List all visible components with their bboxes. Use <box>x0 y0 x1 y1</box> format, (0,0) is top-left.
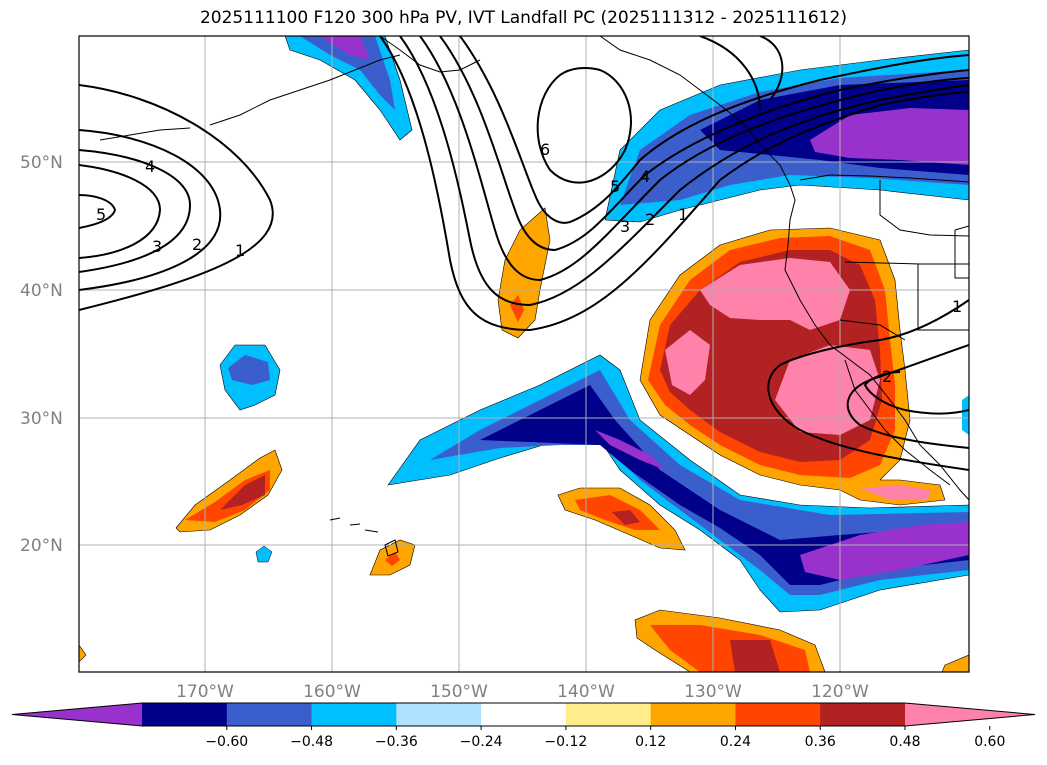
colorbar-tick-label: 0.60 <box>974 734 1005 750</box>
colorbar-outline <box>11 702 1036 727</box>
colorbar-segment <box>396 703 482 726</box>
colorbar-segment <box>226 703 313 726</box>
colorbar-extend-low <box>12 703 142 726</box>
contour-label: 2 <box>882 367 892 386</box>
lat-label-40n: 40°N <box>20 281 63 301</box>
colorbar-segment <box>481 703 567 726</box>
contour-label: 1 <box>678 205 688 224</box>
lat-label-20n: 20°N <box>20 536 63 556</box>
contour-labels: 5 4 3 2 1 6 5 4 3 2 1 1 2 <box>96 140 962 386</box>
map-title: 2025111100 F120 300 hPa PV, IVT Landfall… <box>199 8 847 28</box>
colorbar-tick-label: 0.24 <box>720 734 751 750</box>
lon-label-150w: 150°W <box>430 682 488 702</box>
contour-label: 3 <box>152 237 162 256</box>
colorbar-segment <box>311 703 397 726</box>
longitude-labels: 170°W 160°W 150°W 140°W 130°W 120°W <box>176 682 869 702</box>
contour-label: 5 <box>610 177 620 196</box>
contour-label: 1 <box>952 297 962 316</box>
colorbar-segment <box>735 703 821 726</box>
lat-label-50n: 50°N <box>20 153 63 173</box>
contour-label: 5 <box>96 205 106 224</box>
contour-label: 4 <box>145 157 155 176</box>
colorbar-tick-label: 0.48 <box>889 734 920 750</box>
lon-label-120w: 120°W <box>811 682 869 702</box>
gridlines <box>79 36 969 672</box>
colorbar-tick-label: −0.12 <box>544 734 587 750</box>
contour-label: 6 <box>540 140 550 159</box>
colorbar-tick-label: −0.24 <box>460 734 503 750</box>
plot-frame <box>78 35 970 673</box>
lon-label-160w: 160°W <box>303 682 361 702</box>
lon-label-130w: 130°W <box>684 682 742 702</box>
latitude-labels: 50°N 40°N 30°N 20°N <box>20 153 63 556</box>
colorbar-segment <box>820 703 906 726</box>
contour-lines <box>79 36 969 471</box>
contour-label: 4 <box>640 167 650 186</box>
colorbar-segment <box>142 703 228 726</box>
coastlines <box>99 36 969 557</box>
colorbar: −0.60 −0.48 −0.36 −0.24 −0.12 0.12 0.24 0.36 0.4… <box>11 702 1036 750</box>
lat-label-30n: 30°N <box>20 409 63 429</box>
colorbar-tick-label: 0.36 <box>805 734 836 750</box>
lon-label-170w: 170°W <box>176 682 234 702</box>
contour-label: 2 <box>192 235 202 254</box>
contour-label: 1 <box>235 241 245 260</box>
colorbar-tick-label: 0.12 <box>635 734 666 750</box>
contour-label: 3 <box>620 217 630 236</box>
lon-label-140w: 140°W <box>557 682 615 702</box>
colorbar-tick-label: −0.36 <box>375 734 418 750</box>
colorbar-segment <box>565 703 652 726</box>
contour-label: 2 <box>645 210 655 229</box>
colorbar-tick-label: −0.48 <box>290 734 333 750</box>
colorbar-extend-high <box>905 703 1035 726</box>
colorbar-segment <box>650 703 736 726</box>
colorbar-tick-label: −0.60 <box>205 734 248 750</box>
